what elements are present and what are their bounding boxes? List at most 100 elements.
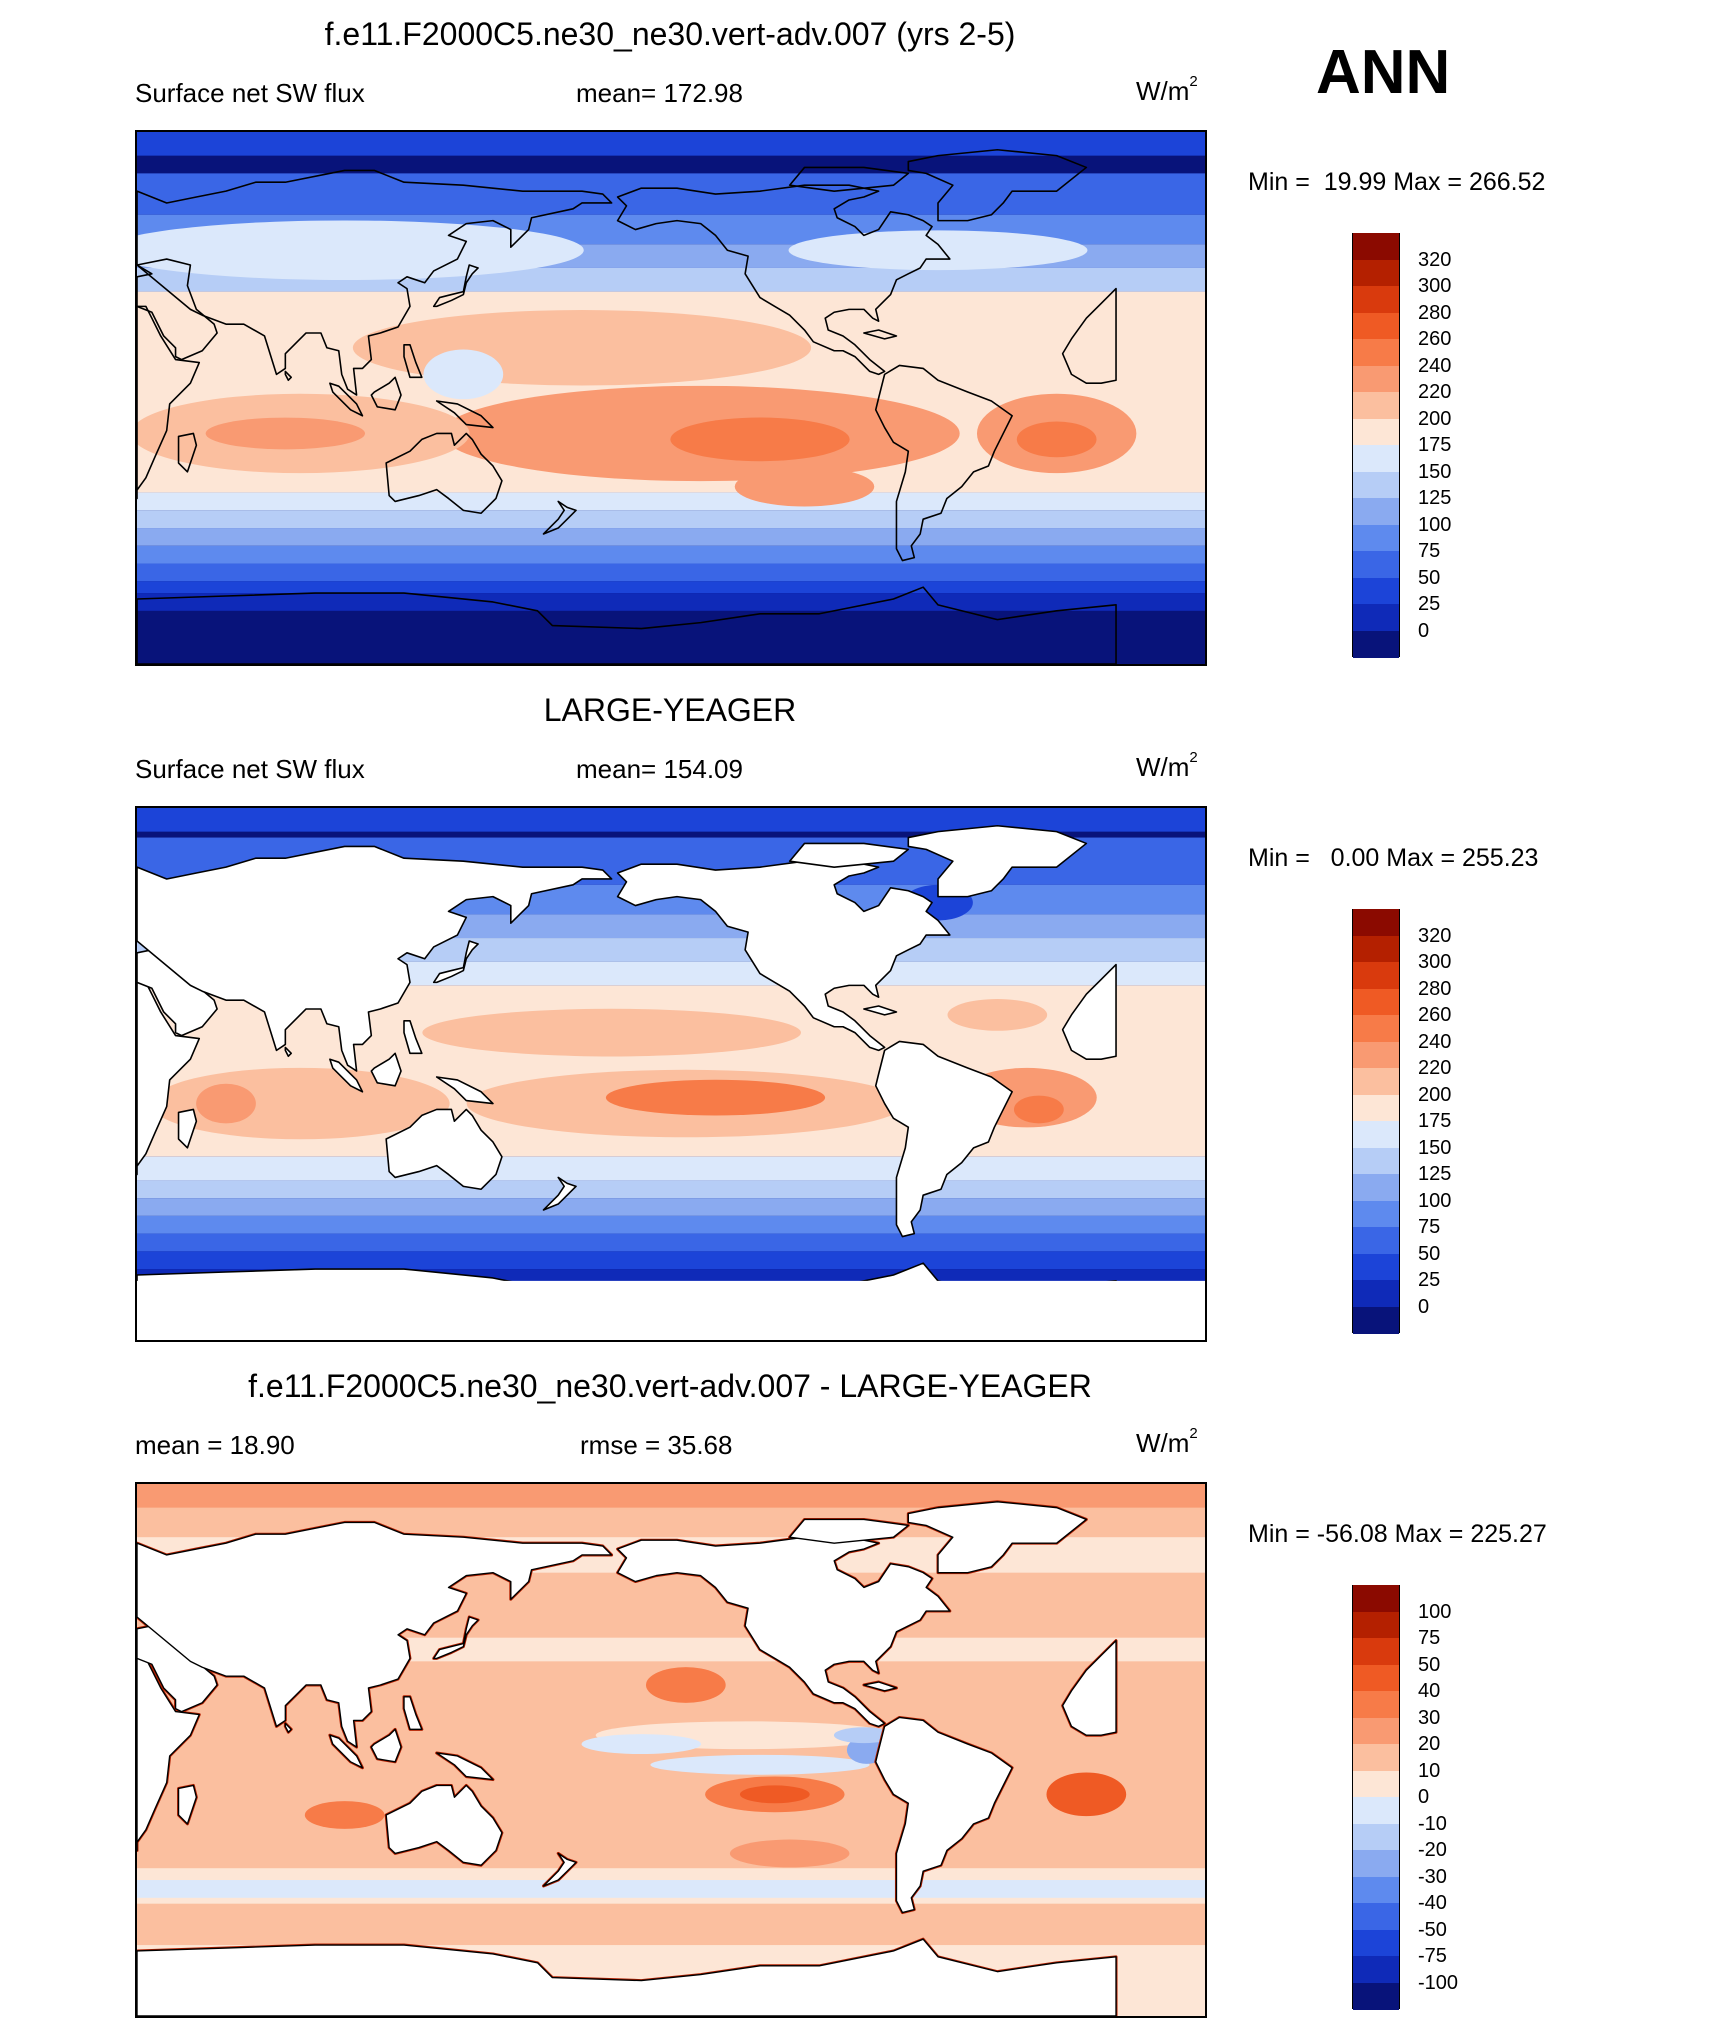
colorbar-cell [1353, 445, 1399, 473]
colorbar-tick-label: 320 [1418, 924, 1452, 947]
field-blob [352, 310, 812, 386]
colorbar-cell [1353, 524, 1399, 553]
units-text: W/m [1136, 1428, 1190, 1458]
colorbar-tick-label: 100 [1418, 1189, 1452, 1212]
colorbar-tick-label: 175 [1418, 1110, 1452, 1132]
land-mask [907, 1501, 1088, 1574]
land-mask [137, 981, 201, 1176]
land-mask [1061, 963, 1117, 1061]
coastline [137, 586, 1117, 664]
coastline [137, 169, 613, 396]
land-mask [1061, 1639, 1117, 1736]
colorbar-tick-label: 75 [1418, 540, 1441, 562]
field-band [137, 610, 1205, 664]
colorbar-cell [1353, 392, 1399, 420]
field-blob [1046, 1772, 1127, 1817]
colorbar-tick-label: 25 [1418, 593, 1441, 615]
land-mask [874, 1040, 1013, 1238]
land-mask [284, 1722, 292, 1733]
field-band [137, 808, 1205, 832]
land-mask [616, 1536, 951, 1728]
field-band [137, 1233, 1205, 1252]
colorbar-tick-label: 125 [1418, 1163, 1452, 1185]
colorbar-cell [1353, 1147, 1399, 1176]
land-mask [177, 1108, 198, 1149]
coastline [788, 166, 910, 192]
field-blob [304, 1801, 385, 1829]
colorbar-cell [1353, 1691, 1399, 1719]
coastline [177, 432, 198, 473]
field-band [137, 1880, 1205, 1898]
land-mask [370, 1728, 402, 1763]
colorbar-cell [1353, 962, 1399, 990]
coastline [542, 500, 577, 535]
land-mask [907, 824, 1088, 898]
colorbar-cell [1353, 1744, 1399, 1772]
field-blob [734, 466, 875, 507]
land-mask [435, 1076, 494, 1105]
units-text: W/m [1136, 752, 1190, 782]
colorbar-tick-label: 20 [1418, 1733, 1441, 1755]
field-blob [205, 417, 366, 450]
colorbar-tick-label: 25 [1418, 1269, 1441, 1291]
colorbar-cell [1353, 286, 1399, 314]
field-blob [1016, 421, 1097, 458]
colorbar-tick-label: 75 [1418, 1627, 1441, 1649]
panel-3-rmse-label: rmse = 35.68 [580, 1430, 733, 1460]
field-band [137, 492, 1205, 511]
panel-3-units: W/m2 [1136, 1426, 1198, 1458]
colorbar-cell [1353, 1929, 1399, 1958]
colorbar-cell [1353, 1306, 1399, 1334]
panel-3-mean-label: mean = 18.90 [135, 1430, 295, 1460]
colorbar-tick-label: -40 [1418, 1892, 1447, 1914]
land-mask [788, 1518, 910, 1544]
field-blob [729, 1839, 850, 1868]
land-mask [542, 1852, 577, 1887]
land-mask [385, 1784, 503, 1866]
land-mask [435, 1752, 494, 1781]
colorbar-tick-label: 260 [1418, 328, 1452, 350]
land-mask [137, 1938, 1117, 2016]
colorbar-cell [1353, 1770, 1399, 1799]
field-band [137, 1215, 1205, 1234]
field-blob [150, 1067, 450, 1140]
colorbar-tick-label: 300 [1418, 275, 1452, 297]
land-mask [788, 842, 910, 868]
coastline [907, 148, 1088, 222]
field-blob [605, 1079, 826, 1116]
land-mask [403, 1020, 423, 1055]
field-blob [645, 1667, 726, 1703]
map-svg [137, 1484, 1205, 2016]
coastline [385, 432, 503, 515]
field-blob [833, 1727, 894, 1744]
coastline [403, 344, 423, 379]
panel-1-map [135, 130, 1207, 666]
colorbar-cell [1353, 1797, 1399, 1825]
colorbar-cell [1353, 988, 1399, 1017]
colorbar-cell [1353, 909, 1399, 937]
colorbar-cell [1353, 1121, 1399, 1149]
colorbar-cell [1353, 1068, 1399, 1096]
land-mask [137, 845, 613, 1072]
land-mask [177, 1784, 198, 1825]
colorbar-cell [1353, 1227, 1399, 1255]
panel-3-colorbar [1352, 1585, 1400, 2010]
land-mask [370, 1052, 402, 1087]
colorbar-cell [1353, 1200, 1399, 1229]
colorbar-cell [1353, 471, 1399, 500]
field-blob [788, 230, 1088, 271]
colorbar-tick-label: -30 [1418, 1865, 1447, 1888]
colorbar-tick-label: 280 [1418, 977, 1452, 1000]
colorbar-tick-label: 100 [1418, 513, 1452, 536]
colorbar-cell [1353, 339, 1399, 367]
missing-data-band [137, 1280, 1205, 1340]
colorbar-tick-label: -10 [1418, 1812, 1447, 1835]
colorbar-cell [1353, 1664, 1399, 1693]
colorbar-tick-label: 40 [1418, 1680, 1441, 1702]
colorbar-tick-label: 0 [1418, 619, 1430, 642]
colorbar-cell [1353, 1253, 1399, 1282]
colorbar-tick-label: 125 [1418, 487, 1452, 509]
field-blob [670, 417, 850, 462]
coastline [435, 400, 494, 429]
field-blob [739, 1785, 810, 1804]
